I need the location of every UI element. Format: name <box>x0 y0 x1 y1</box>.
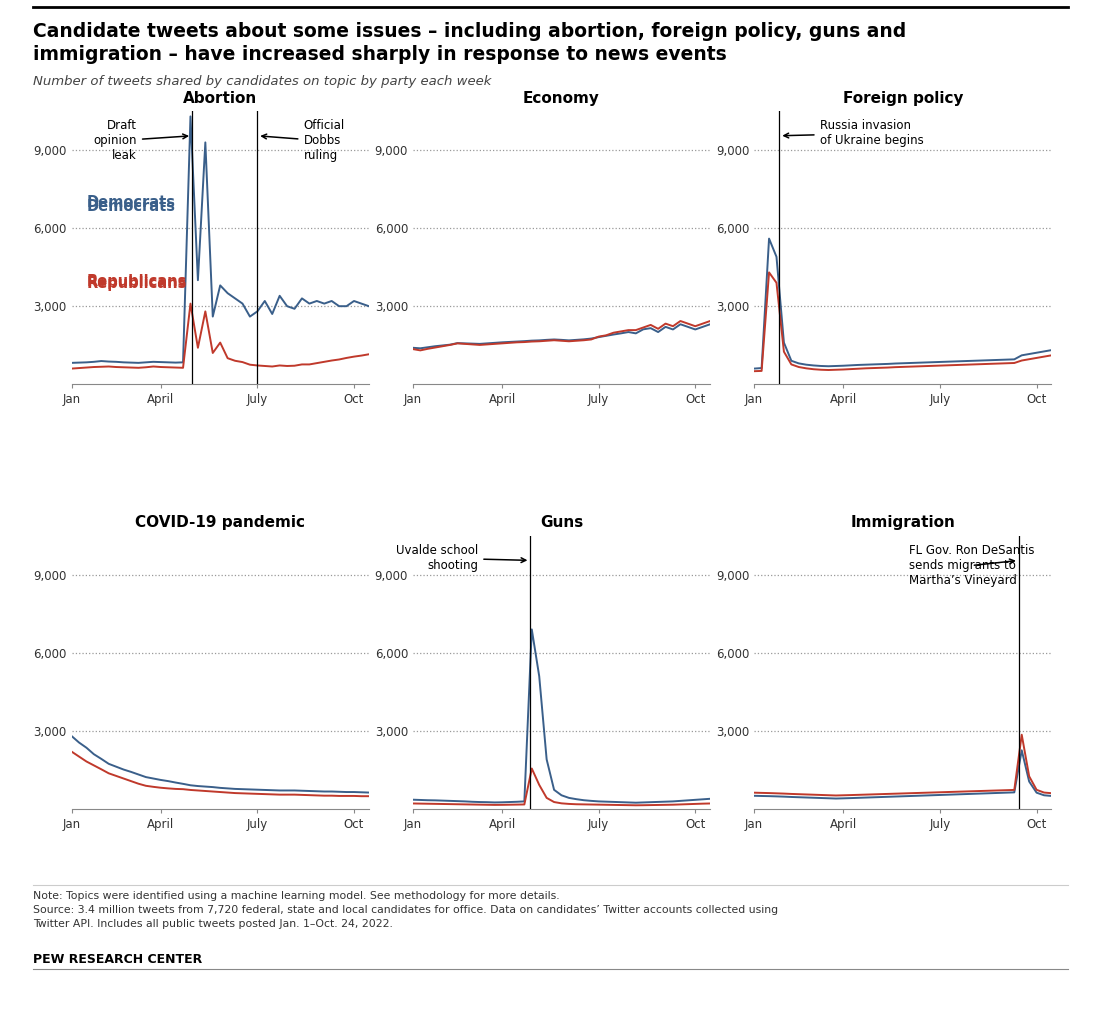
Text: Official
Dobbs
ruling: Official Dobbs ruling <box>262 119 345 163</box>
Title: Economy: Economy <box>523 91 600 106</box>
Title: Foreign policy: Foreign policy <box>842 91 963 106</box>
Text: Republicans: Republicans <box>86 276 187 291</box>
Text: Republicans: Republicans <box>86 274 187 289</box>
Text: Democrats: Democrats <box>86 199 175 214</box>
Title: Abortion: Abortion <box>183 91 258 106</box>
Title: Guns: Guns <box>539 516 584 531</box>
Text: Candidate tweets about some issues – including abortion, foreign policy, guns an: Candidate tweets about some issues – inc… <box>33 22 906 41</box>
Title: COVID-19 pandemic: COVID-19 pandemic <box>135 516 305 531</box>
Text: PEW RESEARCH CENTER: PEW RESEARCH CENTER <box>33 953 203 967</box>
Text: Russia invasion
of Ukraine begins: Russia invasion of Ukraine begins <box>784 119 924 148</box>
Text: Twitter API. Includes all public tweets posted Jan. 1–Oct. 24, 2022.: Twitter API. Includes all public tweets … <box>33 919 393 929</box>
Text: Democrats: Democrats <box>86 195 175 209</box>
Text: Draft
opinion
leak: Draft opinion leak <box>94 119 187 163</box>
Title: Immigration: Immigration <box>850 516 956 531</box>
Text: Note: Topics were identified using a machine learning model. See methodology for: Note: Topics were identified using a mac… <box>33 891 559 901</box>
Text: FL Gov. Ron DeSantis
sends migrants to
Martha’s Vineyard: FL Gov. Ron DeSantis sends migrants to M… <box>908 544 1034 587</box>
Text: Source: 3.4 million tweets from 7,720 federal, state and local candidates for of: Source: 3.4 million tweets from 7,720 fe… <box>33 905 778 915</box>
Text: Uvalde school
shooting: Uvalde school shooting <box>396 544 526 572</box>
Text: immigration – have increased sharply in response to news events: immigration – have increased sharply in … <box>33 45 727 65</box>
Text: Number of tweets shared by candidates on topic by party each week: Number of tweets shared by candidates on… <box>33 75 491 88</box>
